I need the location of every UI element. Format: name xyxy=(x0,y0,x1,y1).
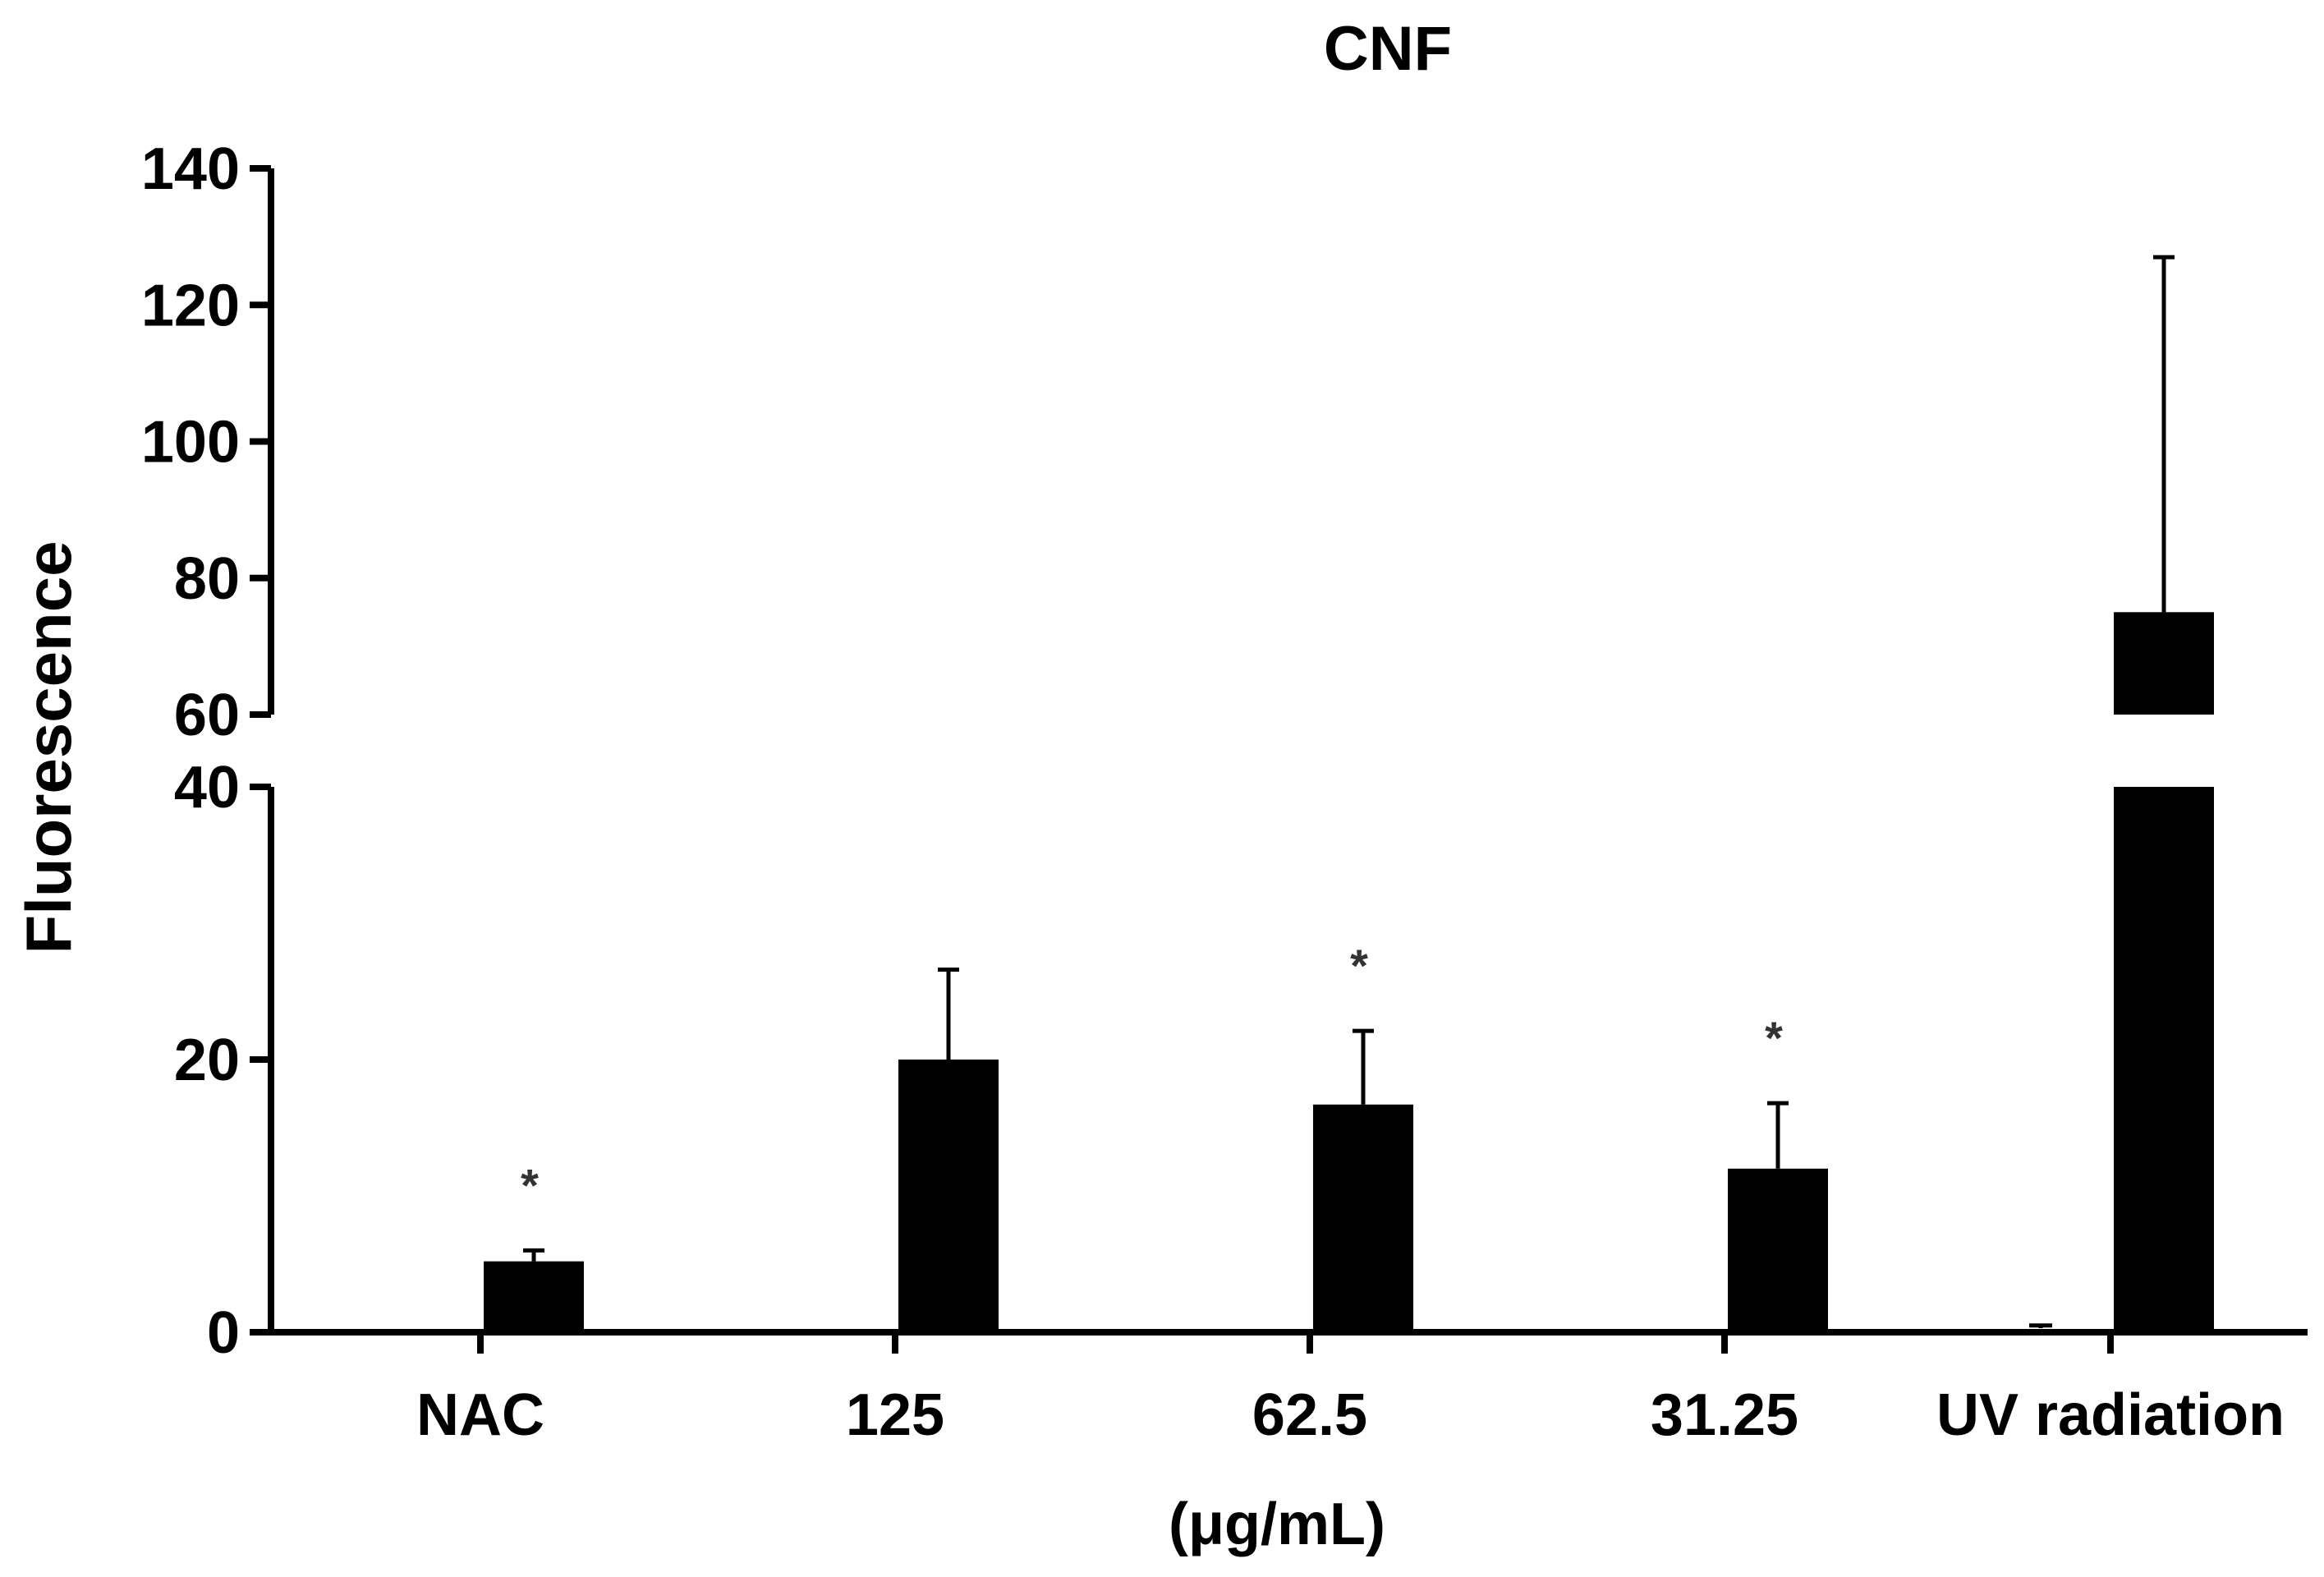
significance-marker: * xyxy=(1765,1012,1783,1064)
x-tick-label: 125 xyxy=(846,1382,944,1448)
significance-marker: * xyxy=(521,1159,539,1211)
significance-marker: * xyxy=(1350,940,1368,991)
y-tick-label: 120 xyxy=(141,273,240,338)
y-tick-label: 20 xyxy=(174,1028,240,1093)
x-tick-label: 31.25 xyxy=(1651,1382,1798,1448)
y-tick-label: 60 xyxy=(174,683,240,748)
bar-upper-segment xyxy=(2114,612,2214,715)
bar xyxy=(1728,1168,1828,1332)
y-tick-label: 140 xyxy=(141,136,240,202)
y-tick-label: 0 xyxy=(207,1300,240,1366)
bar xyxy=(1313,1104,1413,1332)
bar xyxy=(2114,787,2214,1332)
y-tick-label: 80 xyxy=(174,546,240,612)
y-tick-label: 100 xyxy=(141,410,240,476)
bar xyxy=(484,1261,584,1332)
x-tick-label: UV radiation xyxy=(1936,1382,2285,1448)
axes: 0 20 40 60 80 100 120 140 NAC 125 62.5 31.25 UV radi… xyxy=(141,136,2308,1448)
x-tick-label: NAC xyxy=(416,1382,544,1448)
bar xyxy=(898,1060,999,1332)
chart-title: CNF xyxy=(1324,14,1452,84)
chart-marks: * * * xyxy=(484,255,2214,1332)
x-tick-label: 62.5 xyxy=(1252,1382,1367,1448)
y-tick-label: 40 xyxy=(174,755,240,821)
x-axis-label: (μg/mL) xyxy=(1169,1492,1385,1557)
y-axis-label: Fluorescence xyxy=(12,541,85,954)
